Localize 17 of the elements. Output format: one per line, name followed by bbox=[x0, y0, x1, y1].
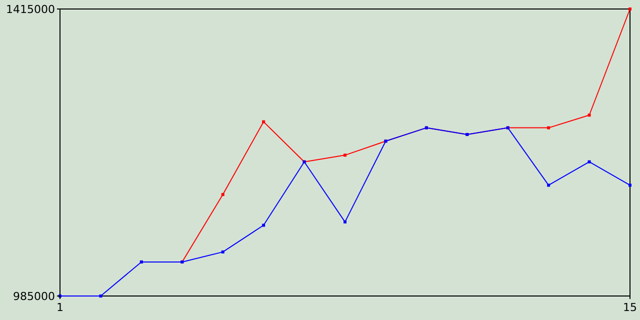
point bbox=[221, 193, 224, 196]
point bbox=[344, 154, 346, 157]
y-tick-label: 1415000 bbox=[6, 2, 55, 16]
x-tick-label: 1 bbox=[56, 301, 64, 314]
point bbox=[221, 250, 224, 254]
line-series bbox=[58, 126, 632, 298]
point bbox=[547, 184, 550, 187]
point bbox=[344, 220, 346, 224]
x-tick-label: 15 bbox=[623, 301, 637, 314]
point bbox=[588, 114, 591, 117]
point bbox=[547, 126, 550, 130]
point bbox=[262, 224, 266, 227]
point bbox=[628, 184, 632, 187]
point bbox=[99, 294, 102, 298]
point bbox=[588, 160, 591, 164]
point bbox=[262, 120, 266, 124]
y-tick-label: 985000 bbox=[13, 290, 55, 303]
